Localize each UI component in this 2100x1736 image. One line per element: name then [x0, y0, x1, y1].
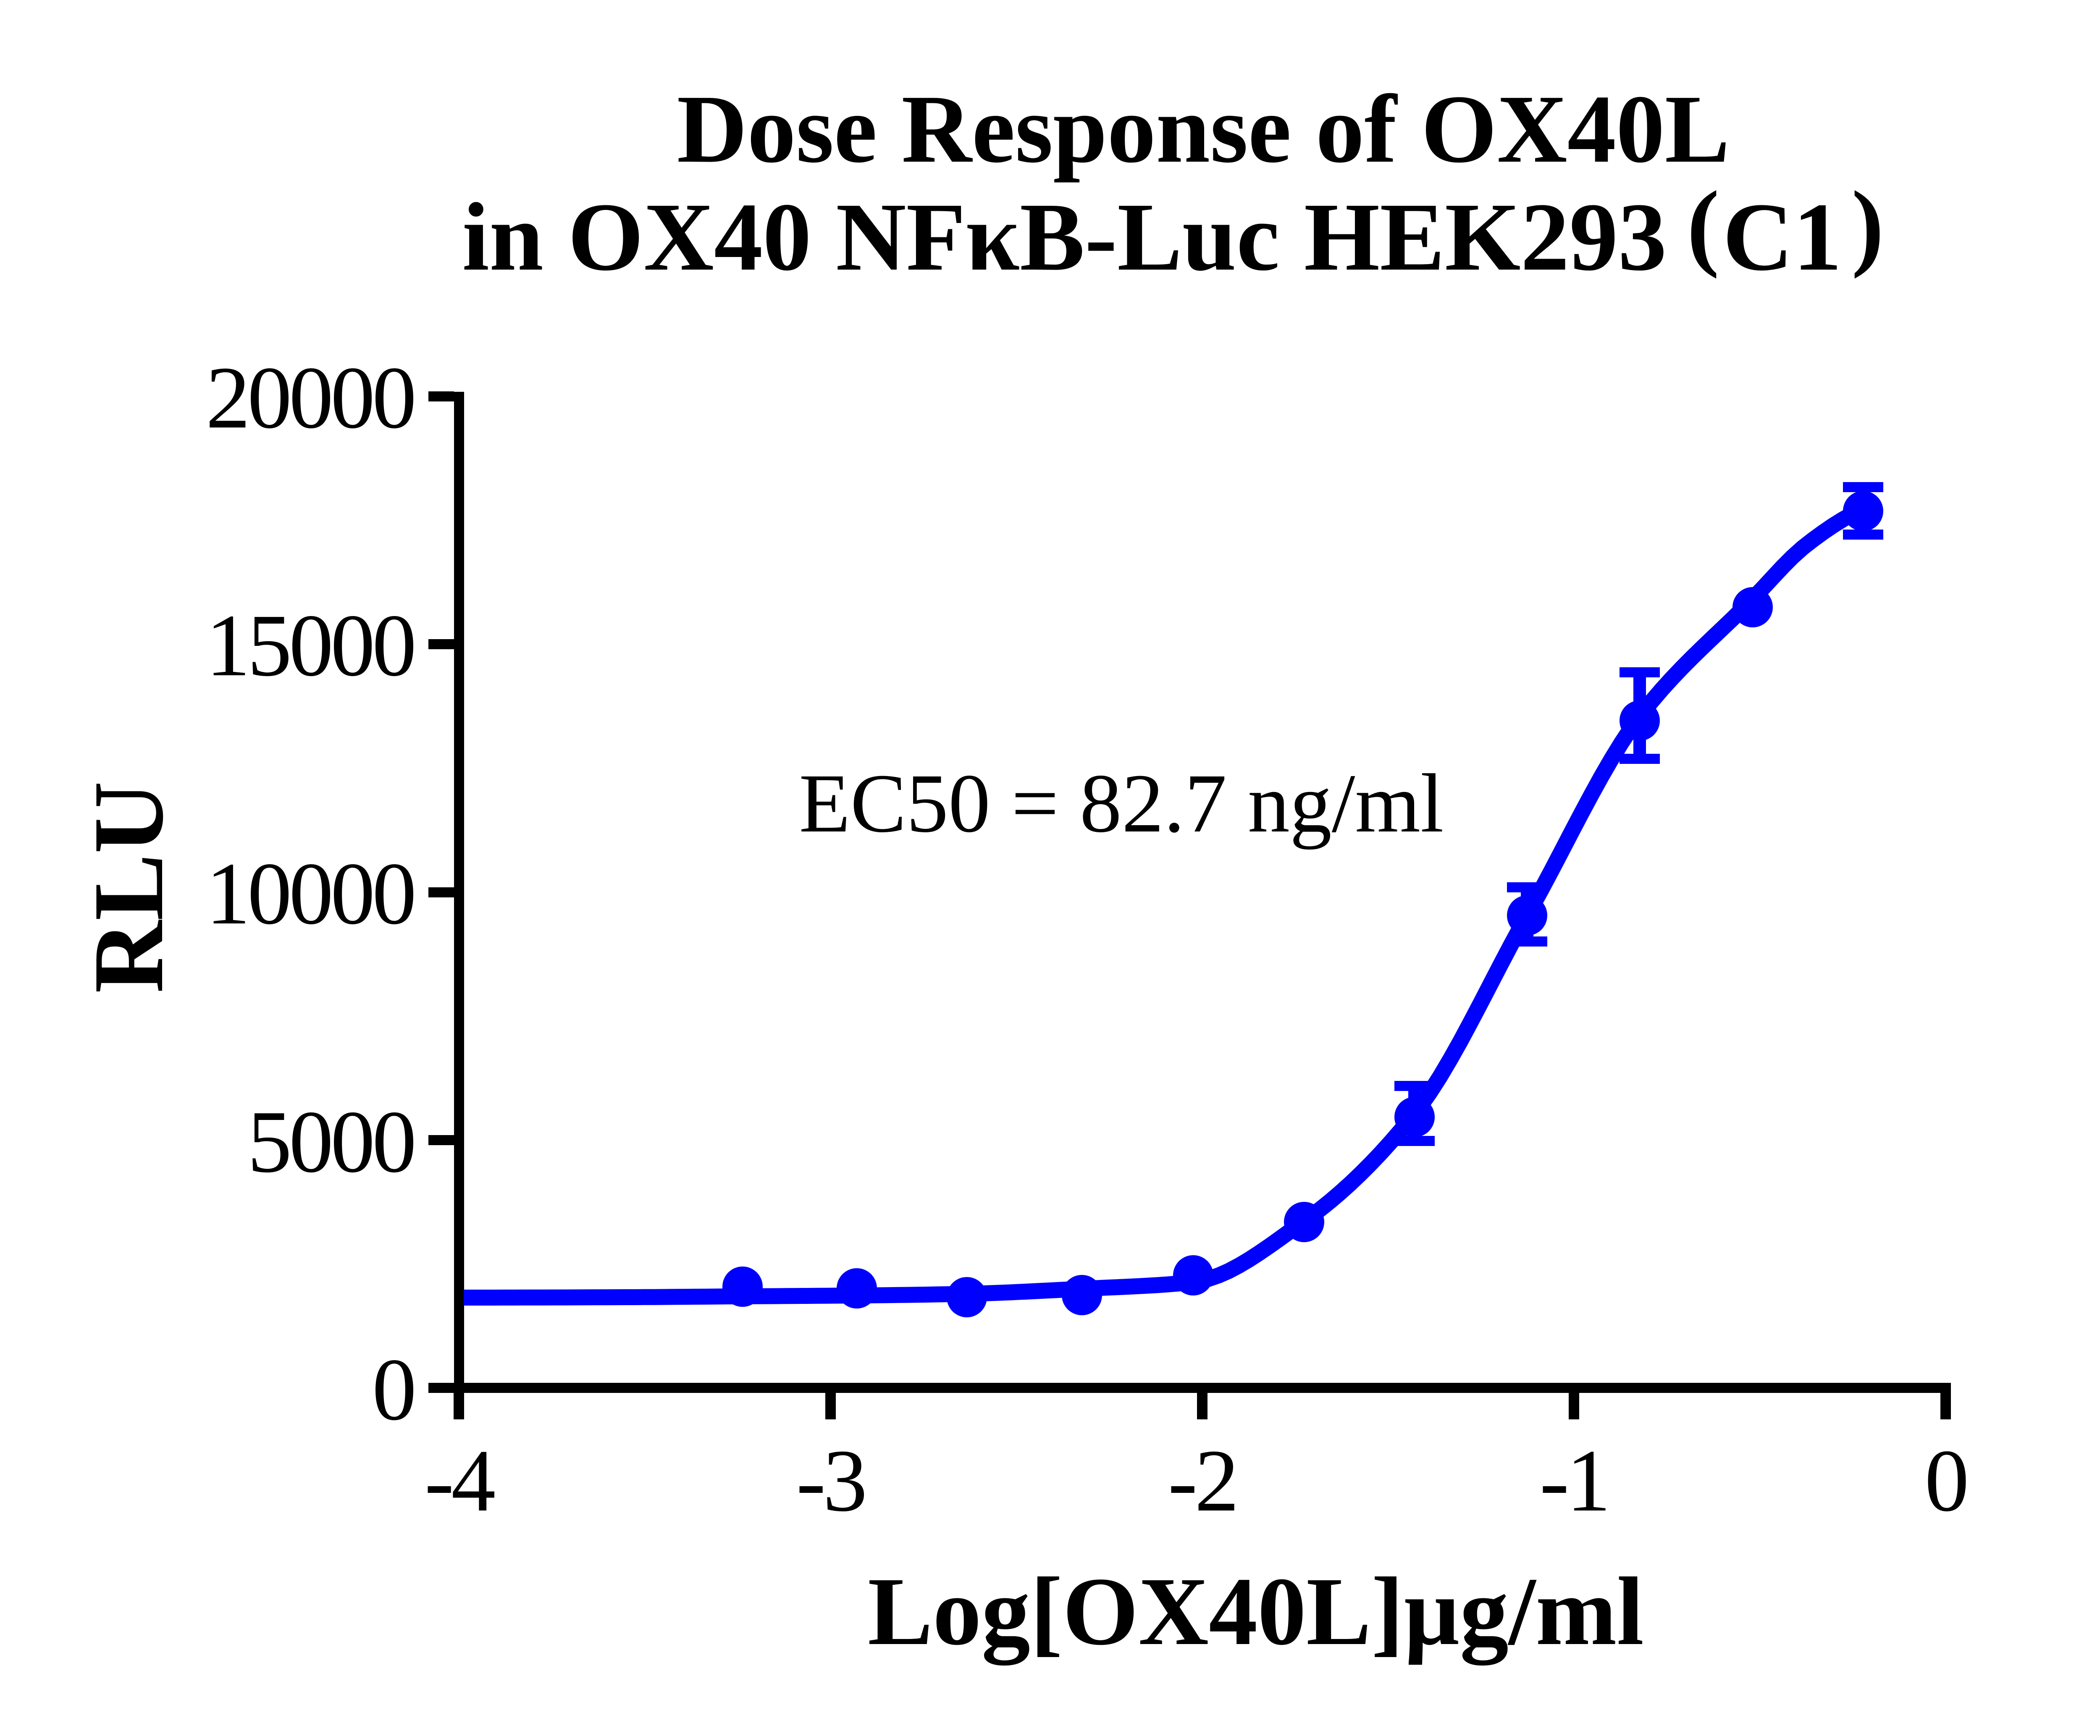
- svg-text:0: 0: [1925, 1431, 1966, 1530]
- svg-text:-2: -2: [1168, 1431, 1236, 1530]
- svg-text:-3: -3: [796, 1431, 865, 1530]
- svg-text:5000: 5000: [247, 1092, 414, 1191]
- svg-text:20000: 20000: [206, 348, 414, 447]
- svg-text:Dose Response of OX40L: Dose Response of OX40L: [677, 75, 1730, 183]
- svg-text:-1: -1: [1540, 1431, 1608, 1530]
- svg-text:-4: -4: [425, 1431, 495, 1530]
- svg-text:10000: 10000: [206, 844, 414, 943]
- svg-text:15000: 15000: [206, 596, 414, 695]
- svg-text:in OX40 NFκB-Luc HEK293(C1): in OX40 NFκB-Luc HEK293 (C1): [462, 171, 1884, 291]
- svg-text:EC50 = 82.7 ng/ml: EC50 = 82.7 ng/ml: [799, 757, 1444, 850]
- svg-text:Log[OX40L]µg/ml: Log[OX40L]µg/ml: [868, 1558, 1644, 1665]
- svg-text:0: 0: [372, 1340, 414, 1439]
- svg-text:RLU: RLU: [73, 781, 184, 993]
